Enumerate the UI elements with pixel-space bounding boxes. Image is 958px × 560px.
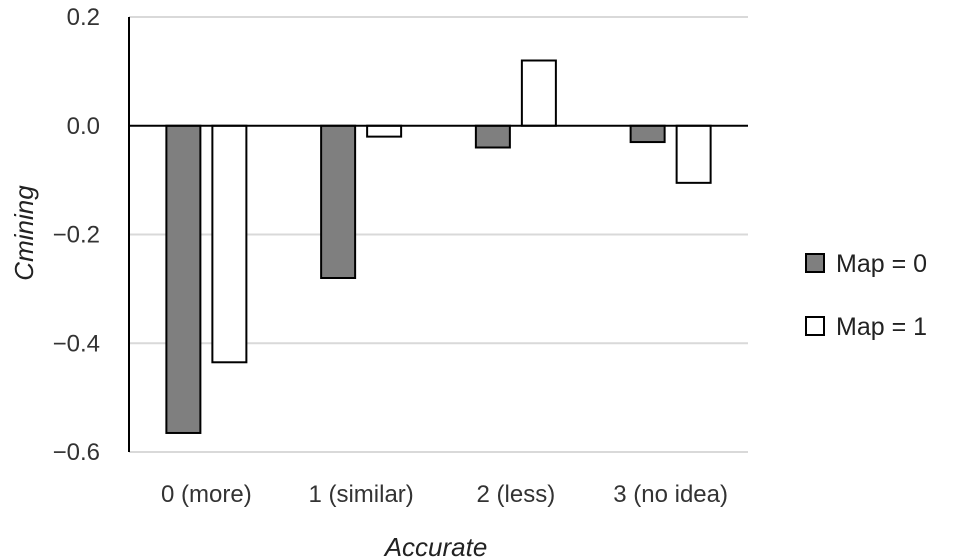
- y-tick-label: 0.0: [67, 113, 100, 140]
- x-tick-label: 3 (no idea): [613, 481, 728, 508]
- bar: [366, 124, 403, 138]
- x-tick-label: 0 (more): [161, 481, 252, 508]
- bar: [211, 124, 248, 364]
- axes: [128, 17, 748, 452]
- x-tick-label: 2 (less): [477, 481, 556, 508]
- bar-series: [165, 59, 712, 434]
- legend: Map = 0 Map = 1: [805, 250, 927, 341]
- y-tick-label: −0.4: [53, 330, 100, 357]
- y-tick-label: −0.2: [53, 222, 100, 249]
- bar: [474, 124, 511, 149]
- bar: [629, 124, 666, 144]
- bar: [675, 124, 712, 184]
- bar: [320, 124, 357, 279]
- bar: [520, 59, 557, 127]
- x-tick-label: 1 (similar): [308, 481, 413, 508]
- legend-label: Map = 0: [836, 250, 927, 278]
- legend-swatch: [805, 253, 825, 273]
- legend-swatch: [805, 316, 825, 336]
- y-tick-labels: 0.2 0.0 −0.2 −0.4 −0.6: [53, 4, 100, 466]
- y-tick-label: −0.6: [53, 439, 100, 466]
- y-axis-title: Cmining: [9, 185, 39, 281]
- legend-label: Map = 1: [836, 313, 927, 341]
- bar: [165, 124, 202, 434]
- x-axis-title: Accurate: [383, 532, 488, 560]
- x-tick-labels: 0 (more) 1 (similar) 2 (less) 3 (no idea): [161, 481, 728, 508]
- y-tick-label: 0.2: [67, 4, 100, 31]
